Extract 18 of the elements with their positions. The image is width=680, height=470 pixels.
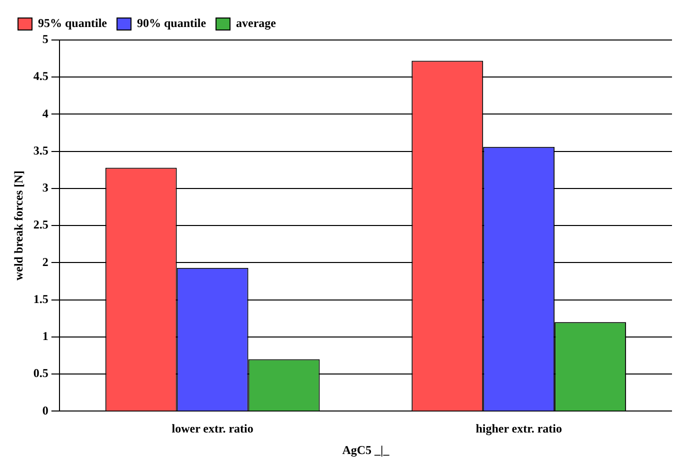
y-tick-label: 1.5 — [33, 292, 48, 306]
legend-label: average — [236, 16, 277, 30]
legend-label: 90% quantile — [137, 16, 207, 30]
legend-label: 95% quantile — [38, 16, 108, 30]
y-tick-label: 1 — [42, 329, 48, 344]
y-tick-label: 4 — [42, 106, 48, 120]
y-tick-label: 2 — [42, 254, 48, 269]
y-tick-label: 3 — [42, 180, 48, 195]
y-axis-title: weld break forces [N] — [11, 170, 26, 281]
y-tick-label: 5 — [42, 32, 48, 46]
x-tick-label: lower extr. ratio — [172, 421, 254, 436]
y-tick-label: 0.5 — [33, 366, 48, 380]
y-tick-label: 3.5 — [33, 143, 48, 158]
y-tick-label: 0 — [42, 403, 48, 418]
x-axis-title: AgC5 _|_ — [342, 442, 390, 457]
x-tick-label: higher extr. ratio — [476, 421, 562, 436]
y-tick-label: 2.5 — [33, 218, 48, 232]
y-tick-label: 4.5 — [33, 69, 48, 84]
